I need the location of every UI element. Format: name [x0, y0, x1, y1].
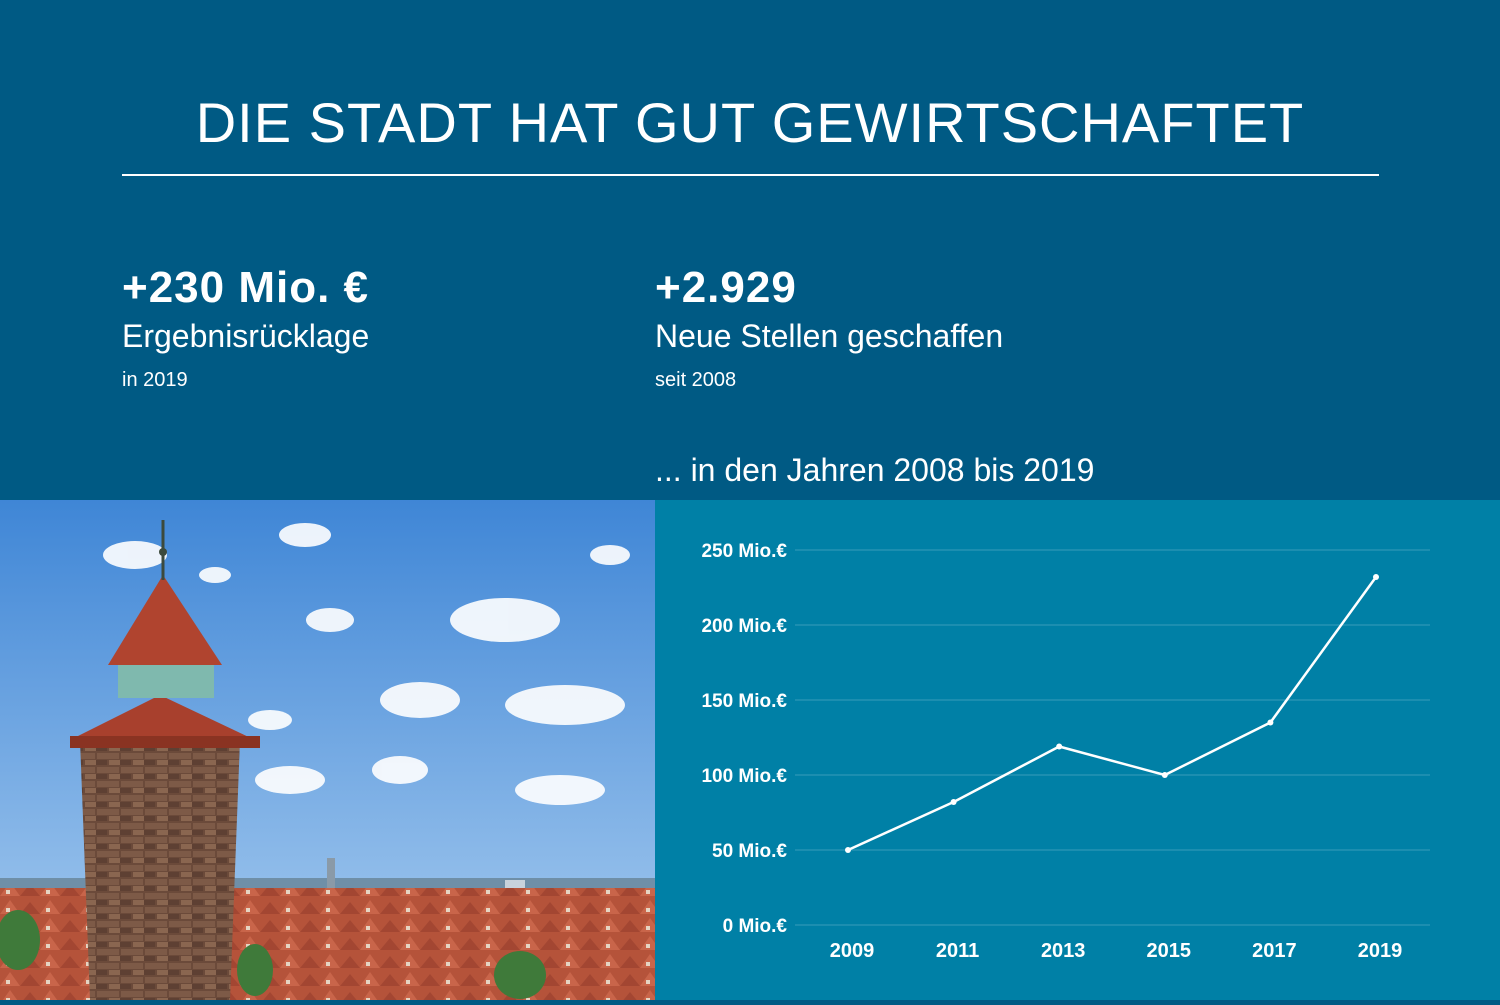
chart-grid: [795, 549, 1430, 926]
data-point: [1267, 719, 1274, 726]
x-tick-label: 2009: [830, 940, 875, 962]
chart-subtitle: ... in den Jahren 2008 bis 2019: [655, 452, 1095, 488]
y-tick-label: 200 Mio.€: [701, 616, 787, 637]
data-point: [1373, 574, 1379, 580]
stat-neue-stellen: +2.929 Neue Stellen geschaffen seit 2008: [655, 262, 1003, 394]
stat-label: Ergebnisrücklage: [122, 318, 370, 354]
tower-photo: [0, 500, 655, 1000]
data-point: [845, 847, 851, 853]
data-point: [950, 799, 957, 805]
y-tick-label: 250 Mio.€: [701, 541, 787, 562]
stat-ergebnisruecklage: +230 Mio. € Ergebnisrücklage in 2019: [122, 262, 369, 394]
x-tick-label: 2015: [1147, 940, 1192, 962]
y-axis: 0 Mio.€ 50 Mio.€ 100 Mio.€ 150 Mio.€ 200 Mio…: [701, 541, 787, 937]
y-tick-label: 50 Mio.€: [712, 841, 787, 862]
data-point: [1161, 772, 1168, 778]
tower-photo-illustration: [0, 500, 655, 1000]
stat-sub: in 2019: [122, 369, 188, 391]
y-tick-label: 150 Mio.€: [701, 691, 787, 712]
line-chart: 0 Mio.€ 50 Mio.€ 100 Mio.€ 150 Mio.€ 200 Mio…: [701, 541, 1430, 962]
x-axis: 2009 2011 2013 2015 2017 2019: [830, 940, 1403, 962]
y-tick-label: 100 Mio.€: [701, 766, 787, 787]
stat-sub: seit 2008: [655, 369, 737, 391]
x-tick-label: 2019: [1358, 940, 1403, 962]
data-point: [1056, 743, 1063, 750]
series-line: [847, 576, 1378, 852]
data-points: [845, 574, 1379, 853]
y-tick-label: 0 Mio.€: [723, 916, 788, 937]
x-tick-label: 2011: [936, 940, 979, 962]
stat-value: +230 Mio. €: [122, 263, 370, 312]
x-tick-label: 2017: [1252, 940, 1297, 962]
chart-panel: 0 Mio.€ 50 Mio.€ 100 Mio.€ 150 Mio.€ 200 Mio…: [655, 500, 1500, 1000]
title-divider: [122, 174, 1379, 176]
page-title: DIE STADT HAT GUT GEWIRTSCHAFTET: [195, 91, 1305, 154]
stat-label: Neue Stellen geschaffen: [655, 318, 1004, 354]
x-tick-label: 2013: [1041, 940, 1086, 962]
stat-value: +2.929: [655, 263, 797, 312]
